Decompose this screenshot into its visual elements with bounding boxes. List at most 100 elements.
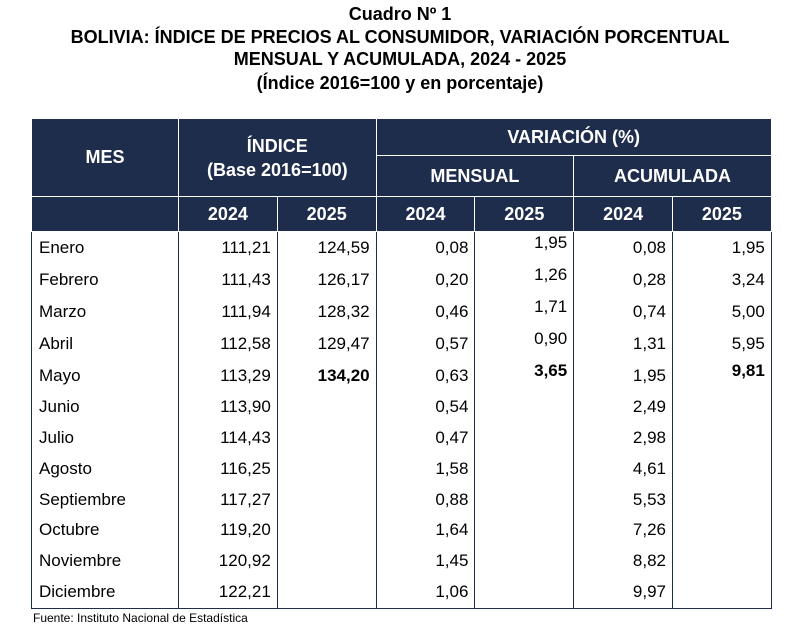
- cell-acumulada-2024: 0,28: [573, 263, 673, 296]
- cell-acumulada-2025: [672, 391, 772, 423]
- cell-mensual-2024: 0,20: [375, 263, 476, 296]
- cell-mensual-2025: 1,71: [474, 295, 575, 328]
- cell-acumulada-2025: [672, 484, 772, 516]
- table-row: Octubre 119,20 1,64 7,26: [31, 515, 772, 546]
- cell-indice-2024: 119,20: [178, 515, 278, 546]
- source-note: Fuente: Instituto Nacional de Estadístic…: [33, 611, 248, 625]
- cell-acumulada-2025: 9,81: [672, 359, 772, 392]
- cell-acumulada-2024: 1,31: [573, 327, 673, 360]
- cell-mes: Noviembre: [31, 545, 179, 577]
- cell-indice-2025: [276, 576, 377, 609]
- cell-mensual-2024: 0,08: [375, 231, 476, 264]
- cell-acumulada-2024: 8,82: [573, 545, 673, 577]
- table-row: Agosto 116,25 1,58 4,61: [31, 453, 772, 485]
- table-row: Noviembre 120,92 1,45 8,82: [31, 545, 772, 577]
- cell-acumulada-2025: [672, 422, 772, 454]
- cell-indice-2025: 124,59: [276, 231, 377, 264]
- cpi-table: MES ÍNDICE (Base 2016=100) VARIACIÓN (%)…: [31, 118, 772, 609]
- cell-mensual-2025: [474, 576, 575, 609]
- header-year: 2024: [573, 196, 673, 232]
- table-row: Febrero 111,43 126,17 0,20 1,26 0,28 3,2…: [31, 263, 772, 296]
- cell-indice-2025: [276, 391, 377, 423]
- title-line-1: Cuadro Nº 1: [348, 4, 452, 24]
- table-row: Mayo 113,29 134,20 0,63 3,65 1,95 9,81: [31, 359, 772, 392]
- cell-indice-2024: 116,25: [178, 453, 278, 485]
- cell-mensual-2025: [474, 484, 575, 516]
- cell-mensual-2025: [474, 545, 575, 577]
- title-line-2: BOLIVIA: ÍNDICE DE PRECIOS AL CONSUMIDOR…: [70, 27, 730, 47]
- cell-indice-2025: [276, 422, 377, 454]
- cell-acumulada-2024: 2,98: [573, 422, 673, 454]
- header-year: 2025: [276, 196, 377, 232]
- cell-acumulada-2025: 1,95: [672, 231, 772, 264]
- table-row: Marzo 111,94 128,32 0,46 1,71 0,74 5,00: [31, 295, 772, 328]
- cell-indice-2025: 129,47: [276, 327, 377, 360]
- cell-mensual-2024: 1,58: [375, 453, 476, 485]
- title-line-4: (Índice 2016=100 y en porcentaje): [256, 73, 544, 93]
- header-indice-base: (Base 2016=100): [207, 159, 348, 180]
- table-body: Enero 111,21 124,59 0,08 1,95 0,08 1,95 …: [31, 231, 772, 609]
- header-year-blank: [31, 196, 179, 232]
- header-variacion: VARIACIÓN (%): [375, 118, 772, 156]
- cell-mensual-2024: 0,47: [375, 422, 476, 454]
- cell-mensual-2024: 1,45: [375, 545, 476, 577]
- cell-mes: Abril: [31, 327, 179, 360]
- cell-acumulada-2024: 4,61: [573, 453, 673, 485]
- cell-mes: Octubre: [31, 515, 179, 546]
- cell-mes: Febrero: [31, 263, 179, 296]
- cell-indice-2024: 111,94: [178, 295, 278, 328]
- cell-mensual-2024: 1,06: [375, 576, 476, 609]
- cell-indice-2025: 128,32: [276, 295, 377, 328]
- cell-acumulada-2025: [672, 453, 772, 485]
- cell-mes: Septiembre: [31, 484, 179, 516]
- cell-indice-2025: 126,17: [276, 263, 377, 296]
- header-mes: MES: [31, 118, 179, 197]
- cell-acumulada-2024: 1,95: [573, 359, 673, 392]
- cell-indice-2025: [276, 545, 377, 577]
- cell-acumulada-2025: 5,95: [672, 327, 772, 360]
- cell-mensual-2024: 0,46: [375, 295, 476, 328]
- cell-indice-2024: 117,27: [178, 484, 278, 516]
- header-acumulada: ACUMULADA: [573, 155, 772, 197]
- cell-indice-2024: 111,21: [178, 231, 278, 264]
- cell-indice-2024: 113,29: [178, 359, 278, 392]
- cell-mes: Julio: [31, 422, 179, 454]
- table-row: Diciembre 122,21 1,06 9,97: [31, 576, 772, 609]
- cell-mensual-2024: 0,54: [375, 391, 476, 423]
- cell-acumulada-2024: 0,08: [573, 231, 673, 264]
- cell-indice-2024: 120,92: [178, 545, 278, 577]
- cell-indice-2024: 113,90: [178, 391, 278, 423]
- cell-indice-2025: [276, 484, 377, 516]
- cell-acumulada-2024: 2,49: [573, 391, 673, 423]
- cell-mensual-2025: [474, 453, 575, 485]
- cell-mensual-2024: 1,64: [375, 515, 476, 546]
- cell-indice-2024: 111,43: [178, 263, 278, 296]
- header-year: 2025: [672, 196, 772, 232]
- cell-acumulada-2024: 9,97: [573, 576, 673, 609]
- cell-mensual-2025: [474, 515, 575, 546]
- cell-mensual-2024: 0,88: [375, 484, 476, 516]
- cell-mensual-2025: 1,26: [474, 263, 575, 296]
- table-row: Julio 114,43 0,47 2,98: [31, 422, 772, 454]
- cell-mes: Mayo: [31, 359, 179, 392]
- cell-mensual-2024: 0,63: [375, 359, 476, 392]
- cell-acumulada-2025: [672, 576, 772, 609]
- cell-indice-2024: 122,21: [178, 576, 278, 609]
- cell-mes: Junio: [31, 391, 179, 423]
- cell-indice-2025: [276, 453, 377, 485]
- table-row: Abril 112,58 129,47 0,57 0,90 1,31 5,95: [31, 327, 772, 360]
- cell-mensual-2025: [474, 391, 575, 423]
- header-indice-label: ÍNDICE: [246, 135, 308, 156]
- cell-acumulada-2025: 3,24: [672, 263, 772, 296]
- cell-mes: Diciembre: [31, 576, 179, 609]
- header-year: 2024: [178, 196, 278, 232]
- cell-indice-2024: 114,43: [178, 422, 278, 454]
- table-row: Junio 113,90 0,54 2,49: [31, 391, 772, 423]
- cell-mensual-2025: 1,95: [474, 231, 575, 264]
- cell-mensual-2025: 0,90: [474, 327, 575, 360]
- cell-acumulada-2025: 5,00: [672, 295, 772, 328]
- header-year: 2025: [474, 196, 575, 232]
- header-year: 2024: [375, 196, 476, 232]
- cell-mes: Agosto: [31, 453, 179, 485]
- header-indice: ÍNDICE (Base 2016=100): [178, 118, 377, 197]
